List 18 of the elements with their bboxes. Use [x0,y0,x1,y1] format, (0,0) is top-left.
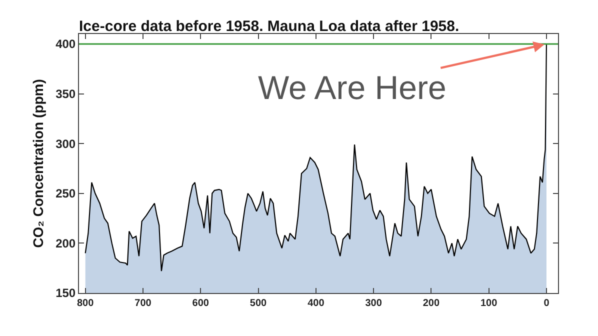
chart-title: Ice-core data before 1958. Mauna Loa data after 1958. [79,18,460,35]
y-tick-label: 400 [56,37,76,52]
x-tick-label: 0 [544,298,550,309]
y-tick-label: 350 [56,86,76,101]
x-tick-label: 500 [250,298,268,309]
y-tick-label: 250 [56,186,76,201]
y-axis-title: CO₂ Concentration (ppm) [30,79,46,248]
x-tick-label: 400 [308,298,325,309]
y-tick-label: 150 [56,286,76,300]
x-tick-label: 200 [422,298,440,309]
x-tick-label: 700 [134,298,152,309]
x-tick-label: 100 [480,298,498,309]
y-tick-label: 200 [56,236,76,250]
x-tick-label: 300 [365,298,382,309]
y-tick-label: 300 [56,136,76,151]
annotation: We Are Here [258,69,446,106]
x-tick-label: 600 [192,298,210,309]
x-tick-label: 800 [76,298,94,309]
